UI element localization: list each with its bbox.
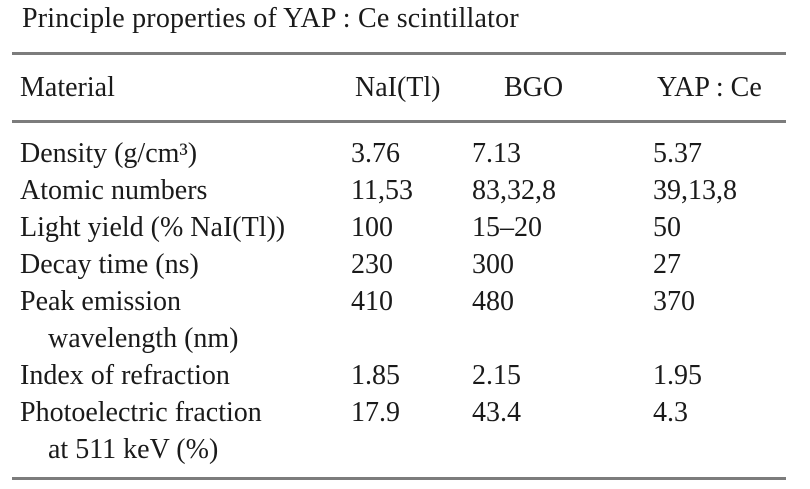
cell-value: 39,13,8 — [653, 175, 737, 206]
table-row-decay-time: Decay time (ns) 230 300 27 — [0, 246, 810, 283]
cell-value: 4.3 — [653, 397, 688, 428]
row-label-continuation: at 511 keV (%) — [48, 434, 219, 465]
column-header-bgo: BGO — [504, 72, 564, 103]
column-header-material: Material — [20, 72, 115, 103]
row-label-continuation: wavelength (nm) — [48, 323, 239, 354]
divider-bottom — [12, 477, 786, 480]
column-header-nai-tl: NaI(Tl) — [355, 72, 441, 103]
row-label: Peak emission — [20, 286, 181, 317]
cell-value: 2.15 — [472, 360, 521, 391]
row-label: Index of refraction — [20, 360, 230, 391]
cell-value: 15–20 — [472, 212, 542, 243]
row-label: Photoelectric fraction — [20, 397, 262, 428]
divider-header — [12, 120, 786, 123]
cell-value: 3.76 — [351, 138, 400, 169]
table-row-density: Density (g/cm³) 3.76 7.13 5.37 — [0, 135, 810, 172]
table-body: Density (g/cm³) 3.76 7.13 5.37 Atomic nu… — [0, 135, 810, 468]
cell-value: 50 — [653, 212, 681, 243]
table-row-peak-emission-cont: wavelength (nm) — [0, 320, 810, 357]
cell-value: 1.95 — [653, 360, 702, 391]
cell-value: 27 — [653, 249, 681, 280]
cell-value: 480 — [472, 286, 514, 317]
cell-value: 1.85 — [351, 360, 400, 391]
row-label: Light yield (% NaI(Tl)) — [20, 212, 286, 243]
table-row-photoelectric-fraction: Photoelectric fraction 17.9 43.4 4.3 — [0, 394, 810, 431]
cell-value: 5.37 — [653, 138, 702, 169]
cell-value: 17.9 — [351, 397, 400, 428]
cell-value: 83,32,8 — [472, 175, 556, 206]
cell-value: 43.4 — [472, 397, 521, 428]
column-header-yap-ce: YAP : Ce — [657, 72, 762, 103]
cell-value: 230 — [351, 249, 393, 280]
cell-value: 300 — [472, 249, 514, 280]
table-row-atomic-numbers: Atomic numbers 11,53 83,32,8 39,13,8 — [0, 172, 810, 209]
table-row-light-yield: Light yield (% NaI(Tl)) 100 15–20 50 — [0, 209, 810, 246]
cell-value: 410 — [351, 286, 393, 317]
cell-value: 370 — [653, 286, 695, 317]
row-label: Density (g/cm³) — [20, 138, 198, 169]
table-header-row: Material NaI(Tl) BGO YAP : Ce — [0, 69, 810, 106]
table-caption: Principle properties of YAP : Ce scintil… — [22, 3, 519, 34]
row-label: Decay time (ns) — [20, 249, 199, 280]
divider-top — [12, 52, 786, 55]
cell-value: 100 — [351, 212, 393, 243]
table-row-photoelectric-fraction-cont: at 511 keV (%) — [0, 431, 810, 468]
table-row-index-of-refraction: Index of refraction 1.85 2.15 1.95 — [0, 357, 810, 394]
cell-value: 11,53 — [351, 175, 413, 206]
cell-value: 7.13 — [472, 138, 521, 169]
row-label: Atomic numbers — [20, 175, 208, 206]
table-row-peak-emission: Peak emission 410 480 370 — [0, 283, 810, 320]
